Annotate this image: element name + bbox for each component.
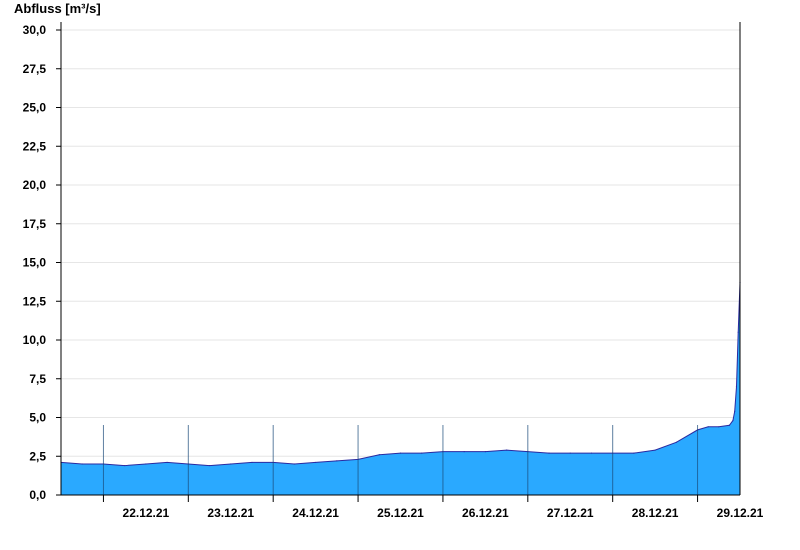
data-point bbox=[707, 426, 709, 428]
y-tick-label: 17,5 bbox=[23, 217, 47, 231]
discharge-area bbox=[61, 282, 740, 495]
y-tick-label: 0,0 bbox=[29, 488, 46, 502]
data-point bbox=[230, 463, 232, 465]
x-tick-label: 26.12.21 bbox=[462, 506, 509, 520]
data-point bbox=[737, 331, 739, 333]
data-point bbox=[378, 454, 380, 456]
data-point bbox=[505, 449, 508, 451]
x-tick-label: 24.12.21 bbox=[292, 506, 339, 520]
data-point bbox=[728, 424, 730, 426]
y-axis-label: Abfluss [m³/s] bbox=[14, 1, 101, 16]
data-point bbox=[399, 452, 402, 454]
data-point bbox=[421, 452, 423, 454]
x-tick-label: 22.12.21 bbox=[123, 506, 170, 520]
x-tick-label: 29.12.21 bbox=[717, 506, 764, 520]
data-point bbox=[315, 461, 317, 464]
x-tick-label: 25.12.21 bbox=[377, 506, 424, 520]
y-tick-label: 7,5 bbox=[29, 372, 46, 386]
data-point bbox=[166, 461, 168, 464]
x-tick-label: 23.12.21 bbox=[207, 506, 254, 520]
x-tick-label: 28.12.21 bbox=[632, 506, 679, 520]
y-tick-label: 25,0 bbox=[23, 101, 47, 115]
data-point bbox=[251, 461, 253, 464]
data-point bbox=[732, 420, 734, 422]
x-tick-label: 27.12.21 bbox=[547, 506, 594, 520]
data-point bbox=[293, 463, 296, 465]
y-tick-label: 20,0 bbox=[23, 178, 47, 192]
data-point bbox=[81, 463, 83, 465]
data-point bbox=[718, 426, 720, 428]
y-tick-label: 10,0 bbox=[23, 333, 47, 347]
discharge-line bbox=[60, 282, 741, 467]
y-tick-label: 22,5 bbox=[23, 139, 47, 153]
data-point bbox=[734, 410, 736, 412]
y-tick-label: 27,5 bbox=[23, 62, 47, 76]
y-tick-label: 15,0 bbox=[23, 256, 47, 270]
y-tick-label: 12,5 bbox=[23, 294, 47, 308]
data-point bbox=[124, 464, 126, 467]
data-point bbox=[633, 452, 635, 454]
data-point bbox=[336, 460, 338, 462]
data-point bbox=[675, 441, 677, 443]
data-point bbox=[145, 463, 147, 465]
data-point bbox=[569, 452, 571, 454]
y-tick-label: 5,0 bbox=[29, 411, 46, 425]
data-point bbox=[208, 464, 211, 467]
data-point bbox=[735, 385, 738, 388]
data-point bbox=[463, 451, 465, 453]
data-point bbox=[548, 452, 550, 454]
y-tick-label: 2,5 bbox=[29, 449, 46, 463]
data-point bbox=[654, 449, 656, 451]
data-point bbox=[590, 452, 593, 454]
data-point bbox=[484, 451, 486, 453]
y-tick-label: 30,0 bbox=[23, 23, 47, 37]
